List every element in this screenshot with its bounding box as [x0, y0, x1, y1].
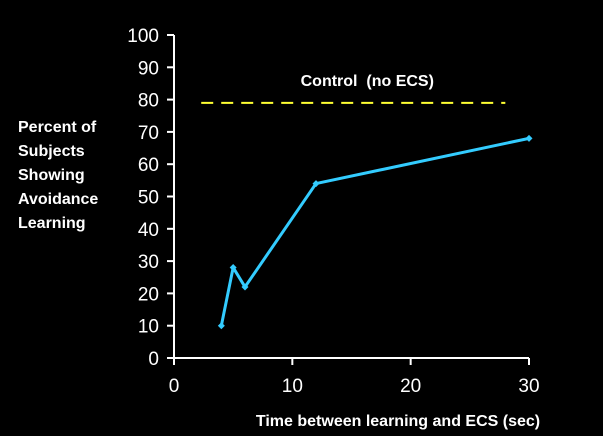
y-tick-label: 50	[138, 188, 159, 209]
y-axis-title-line: Showing	[18, 167, 85, 184]
series	[217, 134, 533, 330]
series-line	[219, 136, 530, 326]
x-tick-label: 0	[169, 376, 180, 397]
data-point-marker	[229, 264, 237, 272]
reference-lines: Control (no ECS)	[201, 73, 506, 104]
data-point-marker	[217, 322, 225, 330]
x-tick-label: 20	[400, 376, 421, 397]
y-axis-title-line: Percent of	[18, 119, 97, 136]
y-axis-title-line: Subjects	[18, 143, 85, 160]
y-axis-title: Percent of Subjects Showing Avoidance Learni…	[18, 119, 98, 232]
data-point-marker	[525, 134, 533, 142]
y-tick-label: 40	[138, 220, 159, 241]
data-point-marker	[312, 180, 320, 188]
x-axis-title: Time between learning and ECS (sec)	[256, 413, 540, 430]
y-tick-label: 80	[138, 91, 159, 112]
y-tick-label: 20	[138, 284, 159, 305]
x-tick-label: 10	[282, 376, 303, 397]
y-tick-label: 90	[138, 58, 159, 79]
y-tick-label: 60	[138, 155, 159, 176]
y-tick-label: 30	[138, 252, 159, 273]
x-ticks: 0 10 20 30	[169, 358, 540, 397]
y-tick-label: 0	[148, 349, 159, 370]
y-tick-label: 70	[138, 123, 159, 144]
y-axis-title-line: Avoidance	[18, 191, 98, 208]
y-tick-label: 10	[138, 317, 159, 338]
control-line-label: Control (no ECS)	[301, 73, 434, 90]
y-axis-title-line: Learning	[18, 215, 86, 232]
data-point-marker	[241, 283, 249, 291]
y-ticks: 0 10 20 30 40 50 60 70 80 90 100	[127, 26, 174, 370]
x-tick-label: 30	[518, 376, 539, 397]
y-tick-label: 100	[127, 26, 159, 47]
